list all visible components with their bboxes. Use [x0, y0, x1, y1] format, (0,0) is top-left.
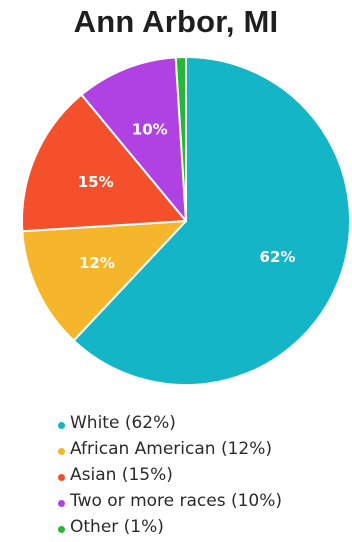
legend-label: Two or more races (10%) — [70, 491, 283, 511]
legend-item-asian: Asian (15%) — [58, 462, 282, 488]
legend-marker-icon — [58, 526, 65, 533]
pie-slice-white — [72, 56, 351, 386]
legend-item-two-or-more-races: Two or more races (10%) — [58, 488, 282, 514]
legend-label: White (62%) — [70, 413, 176, 433]
legend-marker-icon — [58, 500, 65, 507]
legend-label: Asian (15%) — [70, 465, 173, 485]
data-label-african-american: 12% — [79, 254, 115, 272]
legend-item-other: Other (1%) — [58, 514, 282, 540]
legend-marker-icon — [58, 422, 65, 429]
data-label-two-or-more-races: 10% — [132, 121, 168, 139]
legend-marker-icon — [58, 448, 65, 455]
legend-marker-icon — [58, 474, 65, 481]
pie-slice-other — [174, 56, 187, 222]
pie-chart: 62% 12% 15% 10% — [21, 56, 351, 386]
pie-slice-african-american — [21, 220, 187, 342]
pie-slice-asian — [21, 93, 187, 233]
legend-item-african-american: African American (12%) — [58, 436, 282, 462]
data-label-white: 62% — [260, 248, 296, 266]
pie-slice-two-or-more-races — [80, 56, 187, 222]
data-label-asian: 15% — [78, 173, 114, 191]
legend-label: Other (1%) — [70, 517, 164, 537]
legend-label: African American (12%) — [70, 439, 273, 459]
legend-item-white: White (62%) — [58, 410, 282, 436]
chart-legend: White (62%) African American (12%) Asian (… — [58, 410, 282, 540]
chart-title: Ann Arbor, MI — [73, 4, 279, 39]
